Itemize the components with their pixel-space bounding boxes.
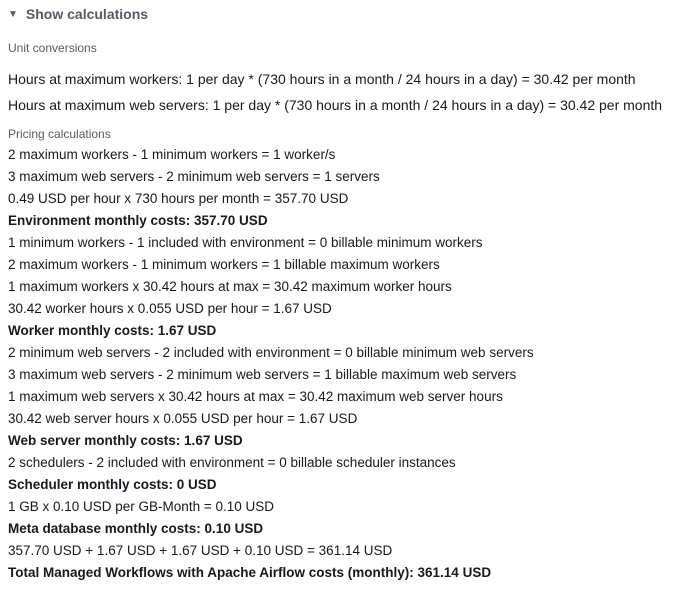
calculation-line: 2 maximum workers - 1 minimum workers = … <box>8 147 336 162</box>
pricing-calculations-label: Pricing calculations <box>8 127 111 141</box>
show-calculations-label: Show calculations <box>25 6 149 22</box>
show-calculations-toggle[interactable]: ▼ Show calculations <box>8 0 684 28</box>
calculation-line: 30.42 worker hours x 0.055 USD per hour … <box>8 301 332 316</box>
cost-summary-line: Worker monthly costs: 1.67 USD <box>8 323 217 338</box>
calculation-line: 3 maximum web servers - 2 minimum web se… <box>8 169 380 184</box>
calculation-line: 1 minimum workers - 1 included with envi… <box>8 235 483 250</box>
unit-conversion-line: Hours at maximum web servers: 1 per day … <box>8 97 663 113</box>
calculation-line: 0.49 USD per hour x 730 hours per month … <box>8 191 349 206</box>
calculation-line: 1 GB x 0.10 USD per GB-Month = 0.10 USD <box>8 499 274 514</box>
unit-conversions-list: Hours at maximum workers: 1 per day * (7… <box>8 66 684 118</box>
cost-summary-line: Scheduler monthly costs: 0 USD <box>8 477 217 492</box>
calculation-line: 3 maximum web servers - 2 minimum web se… <box>8 367 517 382</box>
unit-conversion-line: Hours at maximum workers: 1 per day * (7… <box>8 71 636 87</box>
calculation-line: 2 minimum web servers - 2 included with … <box>8 345 534 360</box>
cost-summary-line: Web server monthly costs: 1.67 USD <box>8 433 243 448</box>
cost-summary-line: Total Managed Workflows with Apache Airf… <box>8 565 492 580</box>
calculation-line: 2 maximum workers - 1 minimum workers = … <box>8 257 440 272</box>
caret-down-icon: ▼ <box>8 8 18 20</box>
pricing-calculations-list: 2 maximum workers - 1 minimum workers = … <box>8 144 684 584</box>
calculation-line: 357.70 USD + 1.67 USD + 1.67 USD + 0.10 … <box>8 543 393 558</box>
calculation-line: 1 maximum workers x 30.42 hours at max =… <box>8 279 452 294</box>
calculation-line: 2 schedulers - 2 included with environme… <box>8 455 456 470</box>
calculation-line: 30.42 web server hours x 0.055 USD per h… <box>8 411 358 426</box>
cost-summary-line: Meta database monthly costs: 0.10 USD <box>8 521 264 536</box>
calculations-panel: ▼ Show calculations Unit conversions Hou… <box>8 0 684 584</box>
unit-conversions-label: Unit conversions <box>8 41 97 55</box>
cost-summary-line: Environment monthly costs: 357.70 USD <box>8 213 268 228</box>
calculation-line: 1 maximum web servers x 30.42 hours at m… <box>8 389 503 404</box>
